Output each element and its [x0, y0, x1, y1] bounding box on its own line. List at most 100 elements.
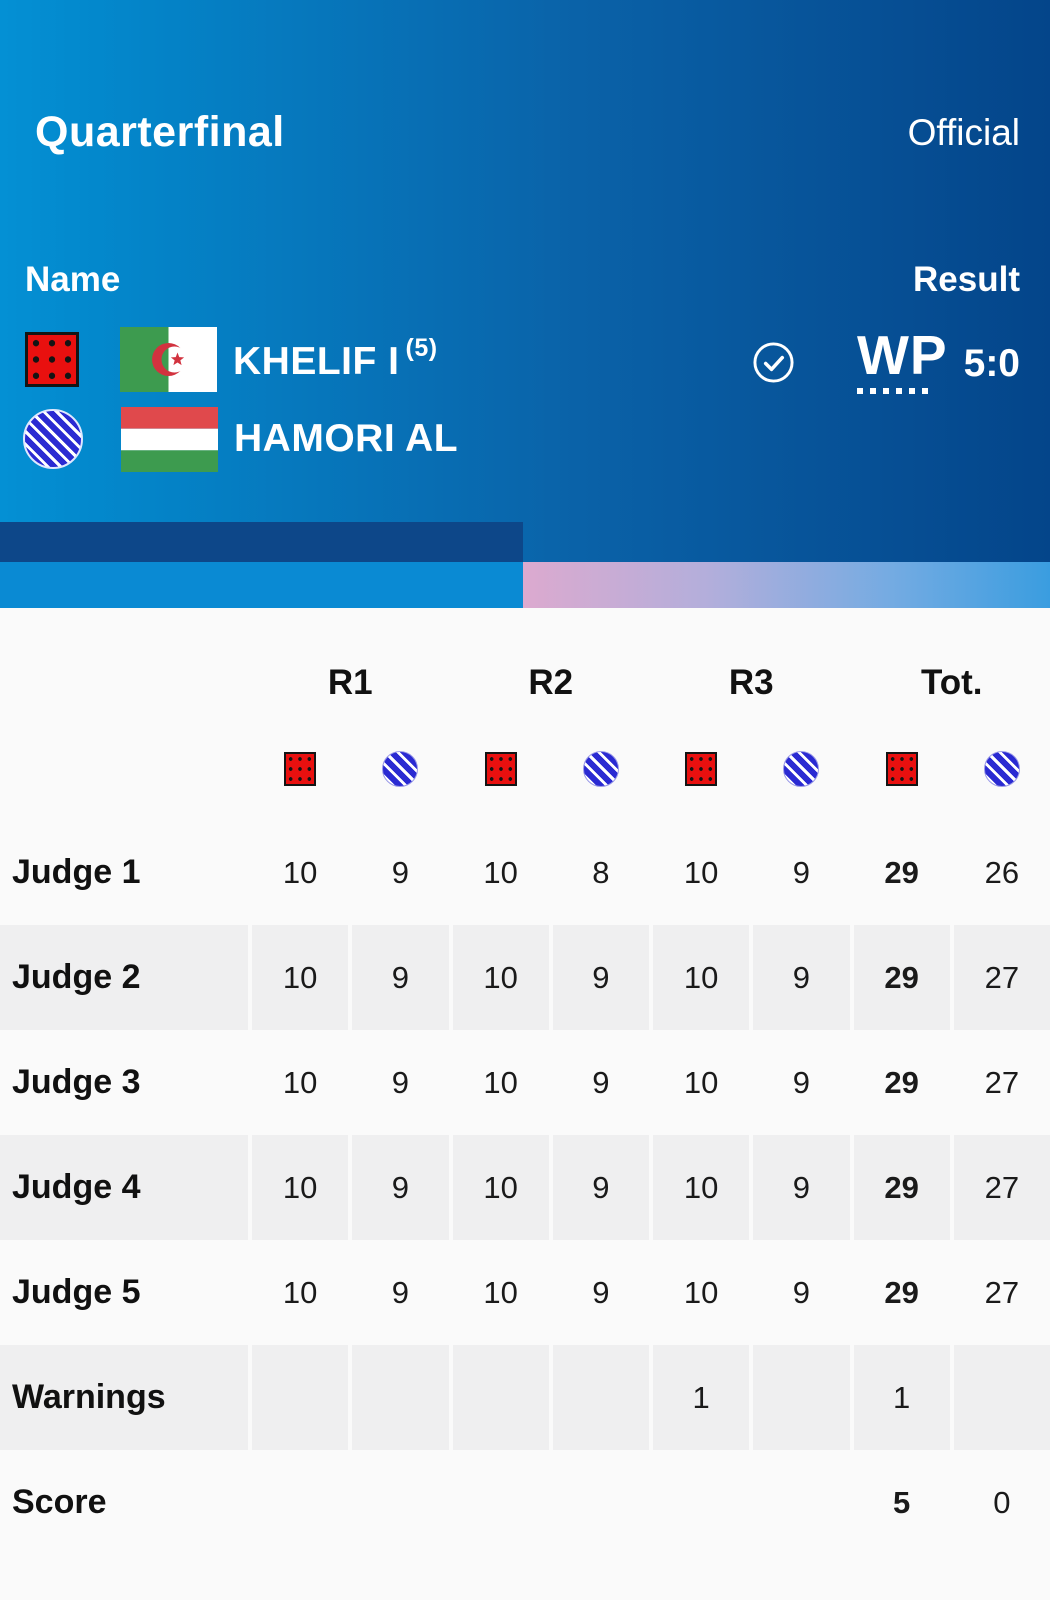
score-cell [452, 1345, 549, 1450]
blue-corner-icon [783, 751, 820, 787]
hungary-flag [121, 406, 218, 472]
score-cell: 10 [483, 1274, 518, 1310]
red-corner-column-icon-cell [453, 718, 549, 820]
blue-corner-column-icon-cell [553, 718, 649, 820]
score-cell: 10 [282, 1064, 318, 1100]
score-cell: 10 [282, 1274, 318, 1310]
score-cell [653, 1450, 749, 1555]
score-cell: 10 [683, 854, 719, 890]
score-cell: 9 [792, 1274, 810, 1310]
score-cell: 10 [483, 1064, 518, 1100]
score-cell: 9 [352, 925, 449, 1030]
blue-boxer-row: HAMORI AL [0, 406, 760, 472]
score-cell: 29 [853, 1135, 950, 1240]
score-cell: 9 [792, 1064, 810, 1100]
score-cell: 10 [252, 925, 349, 1030]
score-cell [453, 1450, 549, 1555]
red-corner-icon [25, 331, 79, 387]
decor-pink-band [523, 562, 1050, 608]
verdict-text: WP [857, 324, 948, 386]
score-cell: 29 [884, 854, 919, 890]
score-cell [352, 1345, 449, 1450]
score-cell: 29 [884, 1274, 919, 1310]
score-cell: 10 [653, 1135, 750, 1240]
score-cell: 9 [391, 1064, 409, 1100]
verdict-block: WP [857, 328, 948, 394]
decor-navy-band [0, 522, 523, 562]
score-cell: 9 [592, 1274, 610, 1310]
score-table: R1 R2 R3 Tot. Judge 1 10 9 10 8 10 9 29 26 Judge 2 10 9… [0, 608, 1050, 1560]
score-cell: 29 [853, 925, 950, 1030]
score-cell: 9 [592, 1064, 610, 1100]
round-header: R1 [327, 663, 373, 702]
row-label: Judge 3 [12, 1063, 141, 1101]
score-cell: 27 [984, 1274, 1020, 1310]
red-boxer-row: KHELIF I (5) [0, 326, 760, 392]
red-corner-column-icon-cell [252, 718, 348, 820]
score-cell: 8 [592, 854, 610, 890]
score-cell: 27 [984, 1064, 1020, 1100]
score-cell: 9 [753, 925, 850, 1030]
blue-boxer-name: HAMORI AL [234, 417, 459, 460]
name-column-label: Name [25, 260, 121, 299]
red-corner-icon [685, 752, 718, 786]
red-corner-icon [484, 752, 517, 786]
red-corner-icon [885, 752, 918, 786]
blue-corner-icon [582, 751, 619, 787]
score-cell [252, 1450, 348, 1555]
row-label: Judge 1 [12, 853, 141, 891]
score-cell: 9 [352, 1135, 449, 1240]
score-cell: 27 [953, 1135, 1050, 1240]
verdict-score: 5:0 [963, 342, 1020, 385]
round-header-spacer [0, 648, 248, 718]
score-cell [252, 1345, 349, 1450]
blue-corner-icon [382, 751, 419, 787]
score-cell: 10 [282, 854, 318, 890]
red-boxer-name: KHELIF I (5) [233, 334, 438, 383]
score-cell: 10 [653, 925, 750, 1030]
row-label: Judge 4 [0, 1135, 248, 1240]
score-cell: 0 [993, 1484, 1011, 1520]
bout-header: Quarterfinal Official Name Result [0, 0, 1050, 562]
score-cell: 9 [552, 1135, 649, 1240]
blue-corner-icon [983, 751, 1020, 787]
red-corner-column-icon-cell [854, 718, 950, 820]
score-cell: 10 [483, 854, 518, 890]
score-cell: 9 [391, 1274, 409, 1310]
verdict-group: WP 5:0 [857, 328, 1020, 394]
score-cell: 9 [792, 854, 810, 890]
score-cell: 1 [653, 1345, 750, 1450]
score-cell: 10 [252, 1135, 349, 1240]
score-cell: 29 [884, 1064, 919, 1100]
blue-boxer-name-wrap: HAMORI AL [234, 417, 458, 461]
blue-corner-icon [23, 409, 83, 469]
score-cell: 10 [452, 925, 549, 1030]
blue-corner-column-icon-cell [352, 718, 448, 820]
row-label: Judge 5 [12, 1273, 141, 1311]
red-boxer-seed: (5) [405, 334, 438, 362]
algeria-flag [120, 326, 217, 392]
score-cell: 27 [953, 925, 1050, 1030]
score-cell: 9 [552, 925, 649, 1030]
blue-corner-column-icon-cell [753, 718, 849, 820]
stage-title: Quarterfinal [35, 108, 285, 156]
score-cell [753, 1345, 850, 1450]
score-cell [552, 1345, 649, 1450]
row-label: Score [12, 1483, 107, 1521]
verdict-dotted-underline [857, 388, 936, 394]
score-cell: 9 [391, 854, 409, 890]
result-status: Official [907, 112, 1020, 153]
row-label: Warnings [0, 1345, 248, 1450]
decor-blue-band [0, 562, 523, 608]
score-cell: 10 [683, 1064, 719, 1100]
row-label: Judge 2 [0, 925, 248, 1030]
score-cell: 10 [683, 1274, 719, 1310]
score-cell [352, 1450, 448, 1555]
icon-row-spacer [0, 718, 248, 820]
score-cell [953, 1345, 1050, 1450]
score-cell: 26 [984, 854, 1020, 890]
red-boxer-name-wrap: KHELIF I (5) [233, 334, 438, 384]
red-corner-column-icon-cell [653, 718, 749, 820]
red-corner-icon [284, 752, 317, 786]
